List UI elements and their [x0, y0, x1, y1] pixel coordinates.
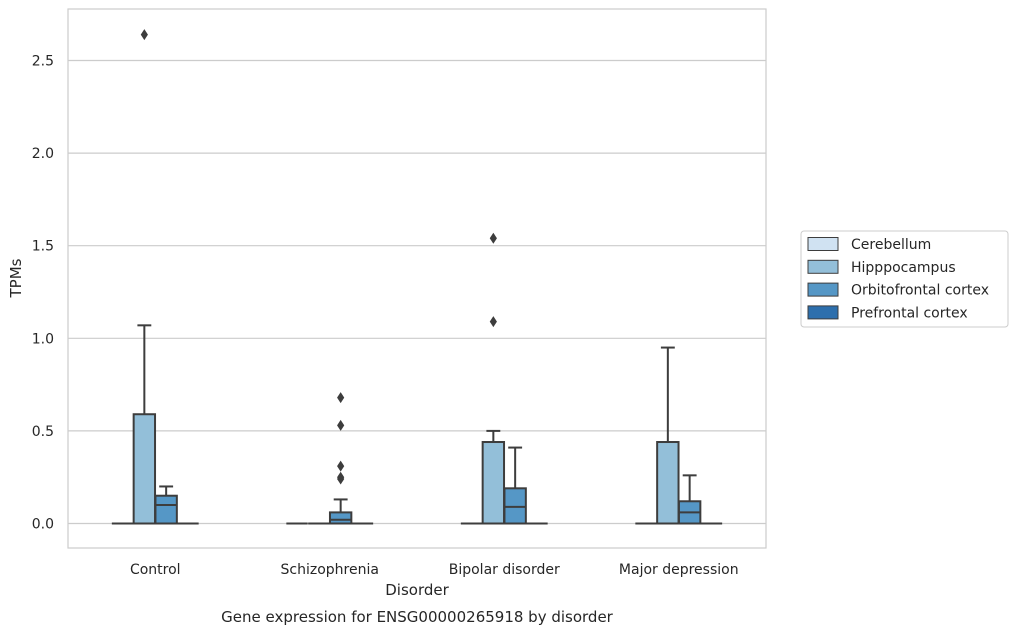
- box-2-0: [154, 485, 178, 525]
- outlier-point: [337, 419, 345, 431]
- y-axis-label: TPMs: [7, 258, 25, 298]
- legend-label: Hipppocampus: [851, 260, 956, 276]
- y-tick-label: 0.5: [32, 424, 54, 440]
- y-tick-label: 2.0: [32, 146, 54, 162]
- outlier-point: [337, 392, 345, 404]
- box-2-3: [677, 474, 702, 525]
- box-1-3: [656, 346, 680, 525]
- legend-swatch: [807, 305, 839, 320]
- y-tick-label: 0.0: [32, 517, 54, 533]
- legend: Cerebellum Hipppocampus Orbitofrontal cort…: [800, 230, 1009, 328]
- box-body: [154, 494, 178, 525]
- box-body: [328, 511, 353, 525]
- plot-frame: [67, 8, 767, 549]
- outlier-point: [489, 316, 497, 328]
- box-body: [656, 441, 680, 525]
- plot-area: [67, 8, 767, 549]
- outlier-point: [140, 29, 148, 41]
- box-2-1: [328, 392, 353, 525]
- legend-swatch: [807, 282, 839, 297]
- x-tick-label: Major depression: [619, 562, 739, 578]
- outlier-point: [337, 460, 345, 472]
- x-tick-label: Schizophrenia: [281, 562, 379, 578]
- box-1-2: [481, 232, 506, 525]
- box-series: [111, 29, 723, 525]
- x-tick-label: Control: [130, 562, 181, 578]
- y-tick-labels: 0.0 0.5 1.0 1.5 2.0 2.5: [32, 54, 54, 533]
- legend-frame: [800, 230, 1009, 328]
- outlier-point: [489, 232, 497, 244]
- legend-swatch: [807, 237, 839, 251]
- box-2-2: [503, 446, 527, 525]
- outlier-point: [337, 471, 345, 483]
- x-axis-label: Disorder: [385, 581, 449, 599]
- chart-caption: Gene expression for ENSG00000265918 by d…: [221, 608, 614, 626]
- legend-label: Orbitofrontal cortex: [851, 283, 989, 299]
- box-1-0: [132, 29, 157, 525]
- legend-swatch: [807, 259, 839, 274]
- legend-label: Prefrontal cortex: [851, 305, 968, 321]
- y-tick-label: 1.5: [32, 239, 54, 255]
- box-body: [481, 441, 506, 525]
- y-tick-label: 2.5: [32, 54, 54, 70]
- box-body: [132, 413, 157, 525]
- x-tick-label: Bipolar disorder: [449, 562, 560, 578]
- y-tick-label: 1.0: [32, 331, 54, 347]
- x-tick-labels: Control Schizophrenia Bipolar disorder Majo…: [130, 562, 739, 578]
- legend-label: Cerebellum: [851, 237, 931, 253]
